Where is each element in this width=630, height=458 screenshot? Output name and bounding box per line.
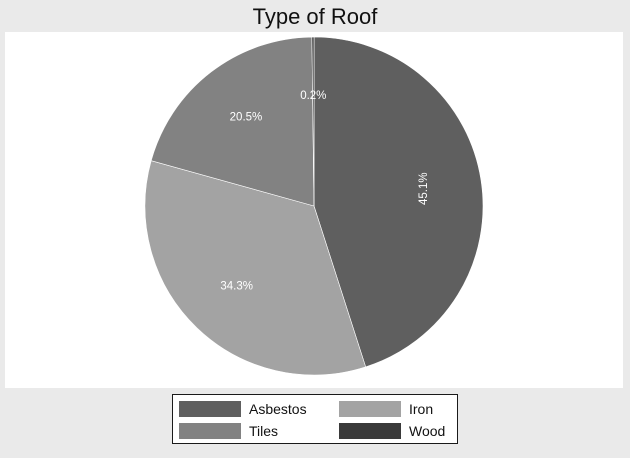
legend-label-wood: Wood [409,423,446,439]
legend-label-asbestos: Asbestos [249,401,307,417]
pie-slice-iron [144,160,367,376]
pie-slice-tiles [150,36,315,207]
pie-labels: 45.1% 34.3% 20.5% 0.2% [220,90,430,292]
pie-label-wood: 0.2% [300,90,326,102]
legend-label-tiles: Tiles [249,423,279,439]
legend-swatch-wood [339,423,401,439]
pie-slices [144,36,484,376]
pie-slice-wood [311,36,315,207]
pie-chart: 45.1% 34.3% 20.5% 0.2% [144,36,484,376]
pie-label-iron: 34.3% [220,280,253,292]
chart-title: Type of Roof [252,4,378,29]
legend: Asbestos Iron Tiles Wood [172,394,458,444]
legend-swatch-iron [339,401,401,417]
legend-label-iron: Iron [409,401,434,417]
pie-label-asbestos: 45.1% [418,172,430,205]
legend-swatch-tiles [179,423,241,439]
pie-label-tiles: 20.5% [230,112,263,124]
plot-area: 45.1% 34.3% 20.5% 0.2% [5,32,623,388]
legend-swatch-asbestos [179,401,241,417]
pie-slice-asbestos [313,36,484,368]
